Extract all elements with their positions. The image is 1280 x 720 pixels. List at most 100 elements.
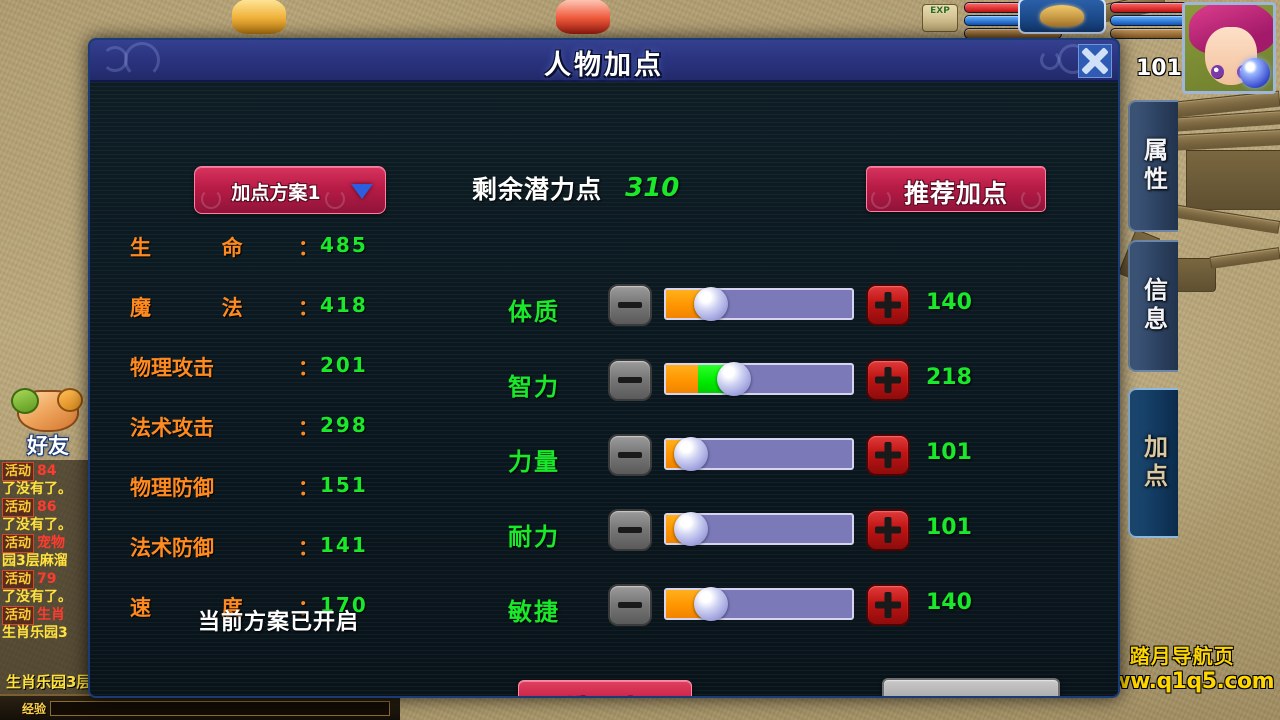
emblem-glyph	[1040, 5, 1084, 27]
slider-knob[interactable]	[694, 587, 729, 621]
stat-value: 141	[320, 533, 368, 557]
attribute-value: 101	[926, 440, 972, 465]
attribute-slider[interactable]	[664, 362, 854, 396]
avatar[interactable]	[1182, 2, 1276, 94]
attribute-label: 力量	[508, 448, 560, 476]
stat-row: 法术防御 ： 141	[130, 532, 460, 592]
close-icon[interactable]	[1078, 44, 1112, 78]
attribute-slider[interactable]	[664, 587, 854, 621]
stat-colon: ：	[298, 356, 319, 380]
chat-line: 活动 84	[2, 462, 98, 481]
chat-red-text: 86	[37, 499, 57, 515]
minus-icon[interactable]	[608, 584, 652, 626]
chat-tag: 活动	[2, 606, 35, 625]
experience-label: 经验	[22, 702, 47, 716]
tab-attributes[interactable]: 属性	[1128, 100, 1178, 232]
plus-icon[interactable]	[866, 509, 910, 551]
plus-icon[interactable]	[866, 584, 910, 626]
npc-flame-left	[232, 0, 286, 34]
experience-bar-strip: 经验	[0, 694, 400, 720]
watermark-title: 踏月导航页	[1129, 644, 1235, 668]
minus-icon[interactable]	[608, 434, 652, 476]
stat-value: 485	[320, 233, 368, 257]
stat-colon: ：	[298, 536, 319, 560]
page-title: 人物加点	[544, 50, 664, 81]
chat-tag: 活动	[2, 462, 35, 481]
chat-red-text: 84	[37, 463, 57, 479]
slider-knob[interactable]	[673, 512, 708, 546]
recommend-button-label: 推荐加点	[903, 179, 1008, 208]
tab-info-label: 信息	[1139, 277, 1168, 335]
stat-name-part: 度	[221, 596, 243, 620]
minus-icon[interactable]	[608, 284, 652, 326]
stat-name-part: 生	[130, 236, 151, 260]
cloud-swirl-icon	[325, 189, 345, 209]
stat-row: 速 度 ： 170	[130, 592, 460, 652]
stat-value: 201	[320, 353, 368, 377]
slider-knob[interactable]	[673, 437, 708, 471]
stat-name: 魔 法	[130, 292, 302, 322]
stat-colon: ：	[298, 416, 319, 440]
attribute-label: 敏捷	[508, 598, 560, 626]
cloud-swirl-icon	[871, 189, 891, 209]
attribute-value: 218	[926, 365, 972, 390]
stat-colon: ：	[298, 476, 319, 500]
tab-attributes-label: 属性	[1139, 137, 1168, 195]
attribute-slider[interactable]	[664, 437, 854, 471]
attribute-label: 智力	[508, 373, 560, 401]
recommend-button[interactable]: 推荐加点	[866, 166, 1046, 212]
reset-points-button[interactable]: 洗 点	[518, 680, 692, 696]
scheme-dropdown-label: 加点方案1	[231, 182, 321, 204]
slider-fill-orange	[666, 365, 698, 393]
watermark-url: www.q1q5.com	[1090, 669, 1275, 694]
attribute-label: 体质	[508, 298, 560, 326]
fence-post	[1186, 150, 1280, 210]
chat-log[interactable]: 活动 84 了没有了。 活动 86 了没有了。 活动 宠物 园3层麻溜 活动 79 了没…	[0, 460, 100, 695]
avatar-orb-icon	[1240, 58, 1270, 88]
friend-label: 好友	[27, 434, 69, 458]
dialog-body: 加点方案1 剩余潜力点 310 推荐加点 生 命	[90, 82, 1118, 696]
stat-name: 物理防御	[130, 476, 214, 500]
stat-name-part: 法	[221, 296, 243, 320]
handshake-icon	[11, 388, 83, 432]
tab-info[interactable]: 信息	[1128, 240, 1178, 372]
plus-icon[interactable]	[866, 434, 910, 476]
cloud-swirl-icon	[1040, 50, 1060, 70]
scheme-dropdown[interactable]: 加点方案1	[194, 166, 386, 214]
stat-row: 魔 法 ： 418	[130, 292, 460, 352]
confirm-points-button[interactable]: 确认加点	[882, 678, 1060, 696]
cloud-swirl-icon	[124, 42, 160, 78]
cloud-swirl-icon	[1021, 189, 1041, 209]
confirm-points-label: 确认加点	[884, 691, 1058, 696]
stat-row: 物理攻击 ： 201	[130, 352, 460, 412]
status-text: 当前方案已开启	[198, 610, 360, 635]
top-hud: EXP	[0, 0, 1280, 39]
chat-line: 活动 86	[2, 498, 98, 517]
exp-chip-icon[interactable]: EXP	[922, 4, 958, 32]
remaining-points-label: 剩余潜力点	[472, 175, 603, 204]
watermark: 踏月导航页 www.q1q5.com	[1090, 640, 1275, 694]
dialog-titlebar: 人物加点	[90, 40, 1118, 82]
stat-colon: ：	[298, 236, 319, 260]
center-emblem-icon[interactable]	[1018, 0, 1106, 34]
stat-list: 生 命 ： 485 魔 法 ： 418	[130, 232, 460, 652]
stat-name: 速 度	[130, 592, 302, 622]
slider-knob[interactable]	[694, 287, 729, 321]
stat-name-part: 魔	[130, 296, 151, 320]
slider-knob[interactable]	[716, 362, 751, 396]
attribute-slider[interactable]	[664, 512, 854, 546]
stat-name: 物理攻击	[130, 356, 214, 380]
minus-icon[interactable]	[608, 359, 652, 401]
chat-line: 了没有了。	[2, 517, 72, 533]
friend-button[interactable]: 好友	[8, 388, 88, 460]
plus-icon[interactable]	[866, 359, 910, 401]
chat-line: 生肖乐园3	[2, 625, 68, 641]
chat-tag: 活动	[2, 498, 35, 517]
stat-name: 生 命	[130, 232, 302, 262]
plus-icon[interactable]	[866, 284, 910, 326]
minus-icon[interactable]	[608, 509, 652, 551]
tab-points[interactable]: 加点	[1128, 388, 1178, 538]
attribute-slider[interactable]	[664, 287, 854, 321]
stat-value: 170	[320, 593, 368, 617]
